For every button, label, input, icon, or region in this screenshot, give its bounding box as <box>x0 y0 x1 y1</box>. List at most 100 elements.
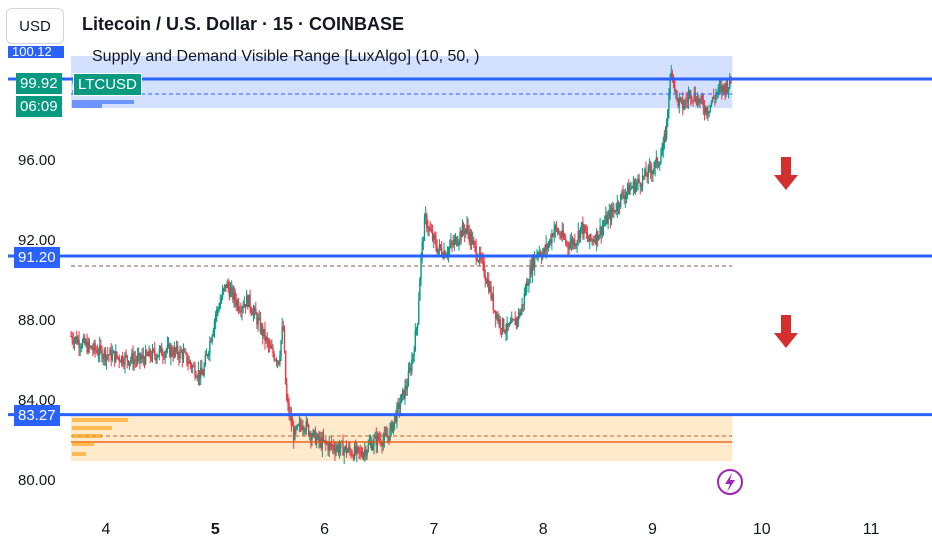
candle-down <box>306 418 309 428</box>
candle-down <box>514 311 516 326</box>
candle-up <box>438 239 441 256</box>
candle-up <box>93 340 95 355</box>
candle-down <box>267 338 270 353</box>
candle-up <box>406 378 408 396</box>
candle-down <box>190 362 193 373</box>
candle-up <box>551 229 553 251</box>
candle-up <box>230 280 233 298</box>
profile-bar <box>72 442 94 446</box>
candle-down <box>310 430 312 449</box>
candle-down <box>250 305 252 317</box>
candle-up <box>520 308 522 317</box>
candle-down <box>143 355 146 369</box>
candle-down <box>726 77 729 95</box>
candle-up <box>602 219 605 236</box>
candle-up <box>141 348 143 363</box>
candle-down <box>527 278 529 286</box>
candle-up <box>175 340 178 355</box>
candle-down <box>90 345 93 350</box>
candle-up <box>715 88 717 104</box>
candle-up <box>547 241 550 252</box>
candle-up <box>501 317 504 335</box>
demand-zone <box>71 416 733 461</box>
candle-down <box>664 126 667 143</box>
candle-up <box>659 161 661 171</box>
candle-down <box>259 311 262 335</box>
candle-up <box>312 428 314 438</box>
candle-up <box>459 227 461 246</box>
candle-down <box>484 269 487 288</box>
candle-down <box>132 345 134 371</box>
candle-down <box>72 332 75 349</box>
candle-down <box>357 445 359 454</box>
candle-down <box>371 436 373 452</box>
candle-up <box>124 351 126 374</box>
candle-down <box>264 321 266 350</box>
candle-down <box>234 288 236 308</box>
down-arrow-icon <box>774 157 798 190</box>
candle-up <box>343 446 345 465</box>
candle-up <box>647 163 649 184</box>
profile-bar <box>72 104 102 108</box>
currency-button[interactable]: USD <box>6 8 64 44</box>
candle-down <box>292 420 295 449</box>
candle-down <box>266 332 268 349</box>
candle-down <box>507 322 509 331</box>
candle-down <box>284 350 287 385</box>
zones-layer <box>71 56 733 461</box>
candle-up <box>304 427 306 435</box>
candle-down <box>723 83 725 96</box>
candle-up <box>509 317 512 325</box>
candle-down <box>119 359 122 363</box>
profile-bar <box>72 426 112 430</box>
candle-down <box>288 397 290 421</box>
candle-up <box>679 96 682 103</box>
candle-down <box>435 231 437 252</box>
candle-down <box>434 231 436 245</box>
candle-up <box>236 298 239 312</box>
candle-down <box>680 97 683 105</box>
candle-down <box>587 235 590 242</box>
candle-up <box>683 100 685 111</box>
candle-down <box>228 280 231 301</box>
candle-down <box>163 351 165 360</box>
candle-up <box>415 326 418 336</box>
candle-down <box>713 88 715 100</box>
candle-up <box>319 431 321 448</box>
candle-down <box>724 82 726 101</box>
candle-up <box>165 348 167 359</box>
candle-up <box>725 78 728 97</box>
candle-down <box>327 441 329 457</box>
candle-up <box>447 246 450 263</box>
candle-up <box>219 294 221 310</box>
candle-up <box>626 182 629 200</box>
candle-up <box>525 278 528 296</box>
candle-down <box>701 92 703 105</box>
candle-down <box>71 332 73 345</box>
candle-down <box>345 440 348 458</box>
candle-up <box>336 443 338 453</box>
candle-down <box>108 353 110 363</box>
candle-down <box>330 436 333 450</box>
candle-down <box>202 369 204 376</box>
candle-up <box>158 344 161 361</box>
candle-down <box>585 224 588 239</box>
candle-down <box>671 69 674 83</box>
indicator-label[interactable]: Supply and Demand Visible Range [LuxAlgo… <box>92 48 480 65</box>
candle-up <box>625 191 628 204</box>
level-lines-layer <box>8 77 932 443</box>
candle-down <box>337 441 340 456</box>
candle-up <box>241 305 243 321</box>
candle-down <box>698 94 700 107</box>
candle-up <box>209 336 211 362</box>
candle-down <box>334 442 336 461</box>
candle-up <box>601 219 604 239</box>
candle-up <box>548 238 551 248</box>
x-axis-labels: 4 5 6 7 8 9 10 11 <box>102 521 880 538</box>
candle-down <box>638 173 640 184</box>
candle-up <box>248 294 250 308</box>
lightning-icon <box>717 469 743 495</box>
candle-down <box>582 216 584 240</box>
candle-down <box>567 241 569 255</box>
